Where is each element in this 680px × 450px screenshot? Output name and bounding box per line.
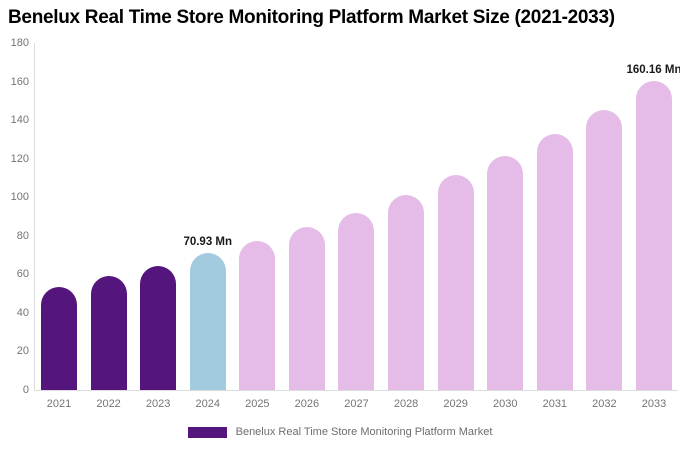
y-tick-160: 160 <box>10 75 29 88</box>
x-label-2025: 2025 <box>245 398 270 410</box>
y-axis-line <box>34 43 35 390</box>
x-label-2026: 2026 <box>294 398 320 410</box>
y-tick-40: 40 <box>16 306 29 319</box>
x-label-2027: 2027 <box>344 398 369 410</box>
y-tick-120: 120 <box>10 152 29 165</box>
x-label-2031: 2031 <box>542 398 568 410</box>
y-tick-180: 180 <box>10 37 29 49</box>
x-label-2032: 2032 <box>592 398 617 410</box>
bar-2025 <box>239 240 276 390</box>
y-tick-100: 100 <box>10 191 29 204</box>
bar-2029 <box>437 175 474 390</box>
y-tick-20: 20 <box>16 345 29 358</box>
y-tick-80: 80 <box>16 229 29 242</box>
x-label-2021: 2021 <box>46 398 72 410</box>
bar-2021 <box>41 286 77 390</box>
bar-2033 <box>635 81 672 390</box>
bar-2023 <box>140 265 177 390</box>
legend-swatch <box>187 426 227 438</box>
y-tick-60: 60 <box>16 268 29 281</box>
x-label-2022: 2022 <box>96 398 121 410</box>
x-label-2024: 2024 <box>195 398 220 410</box>
x-label-2023: 2023 <box>145 398 171 410</box>
legend: Benelux Real Time Store Monitoring Platf… <box>0 426 680 438</box>
bar-2026 <box>288 226 325 390</box>
x-label-2030: 2030 <box>492 398 518 410</box>
x-axis-baseline <box>34 390 678 391</box>
legend-label: Benelux Real Time Store Monitoring Platf… <box>235 426 493 438</box>
x-label-2028: 2028 <box>393 398 419 410</box>
bar-2032 <box>586 110 623 390</box>
chart-title: Benelux Real Time Store Monitoring Platf… <box>8 7 615 28</box>
annotation-2033: 160.16 Mn <box>626 64 680 77</box>
y-tick-0: 0 <box>22 384 29 396</box>
bar-2022 <box>90 276 127 390</box>
y-tick-140: 140 <box>10 114 29 127</box>
x-label-2029: 2029 <box>443 398 468 410</box>
x-label-2033: 2033 <box>641 398 667 410</box>
bar-2030 <box>487 155 524 390</box>
bar-2027 <box>338 212 375 390</box>
bar-2028 <box>388 194 425 390</box>
bar-2031 <box>536 134 573 390</box>
bar-2024 <box>189 253 226 390</box>
annotation-2024: 70.93 Mn <box>183 236 233 249</box>
